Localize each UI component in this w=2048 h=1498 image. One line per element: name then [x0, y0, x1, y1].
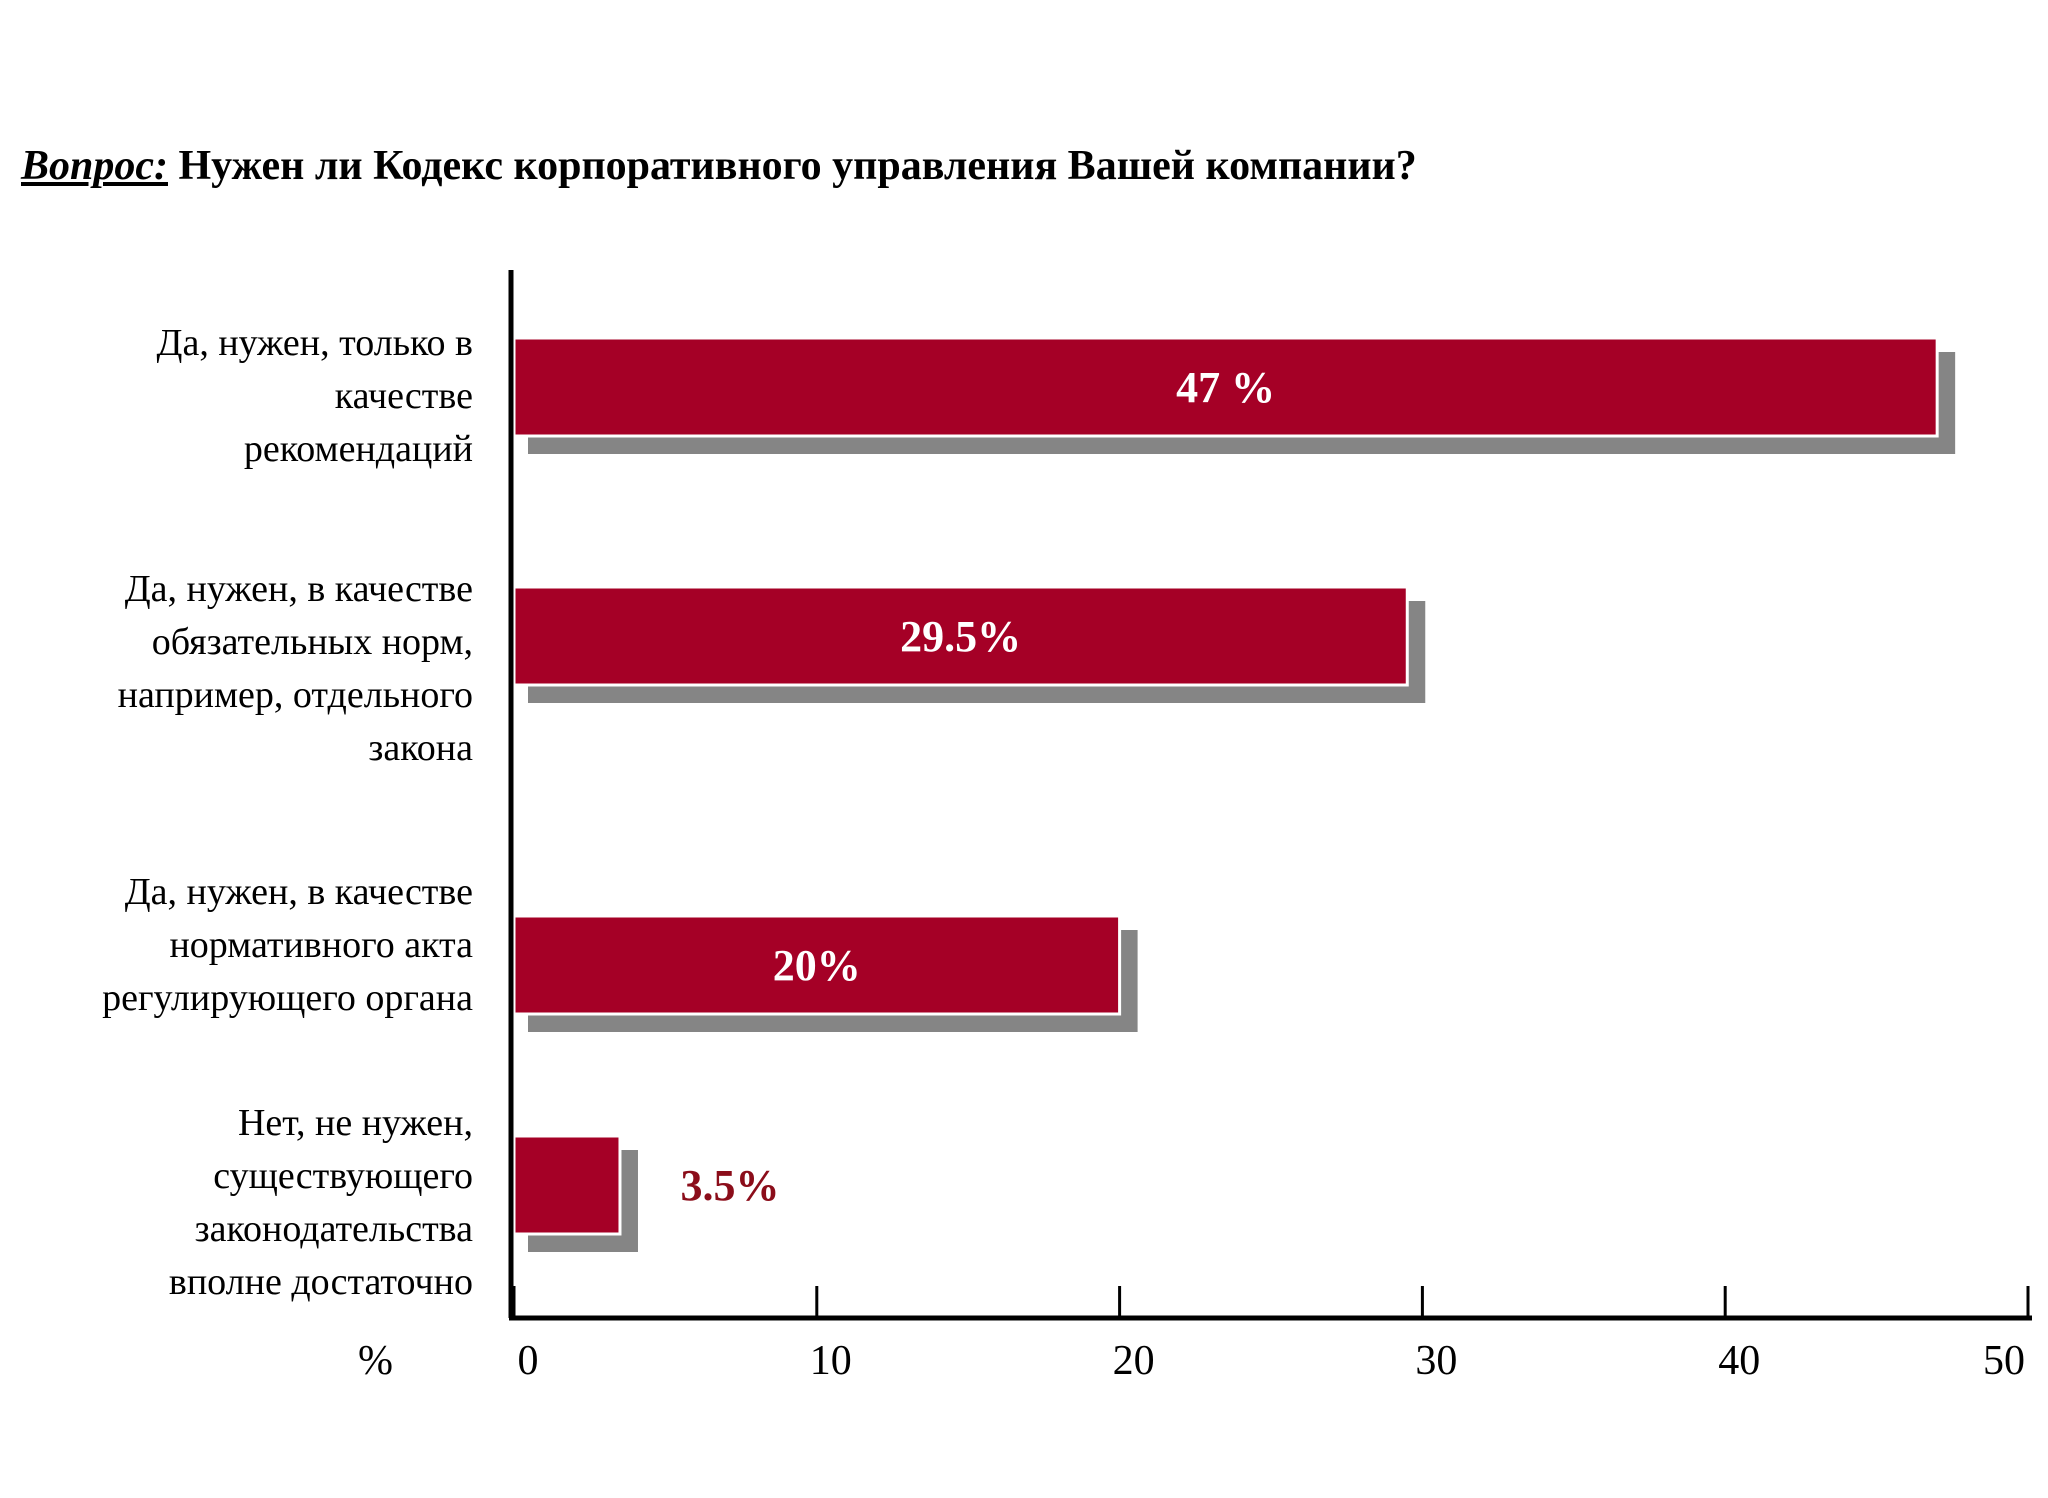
- bar: [512, 1134, 622, 1236]
- bar: [512, 336, 1939, 438]
- x-tick-label: 40: [1718, 1338, 1761, 1384]
- value-labels: 47 % 29.5% 20% 3.5%: [680, 363, 1275, 1210]
- chart-title: Вопрос: Нужен ли Кодекс корпоративного у…: [21, 142, 1417, 190]
- question-text: Нужен ли Кодекс корпоративного управлени…: [168, 143, 1417, 189]
- category-label: Да, нужен, в качестве нормативного акта ре…: [0, 866, 473, 1025]
- x-tick-label: 10: [809, 1338, 852, 1384]
- category-label-line: рекомендаций: [243, 428, 473, 470]
- bar-shadows: [528, 352, 1956, 1252]
- category-label: Да, нужен, в качестве обязательных норм, н…: [0, 563, 473, 775]
- bar-value-label: 20%: [773, 941, 861, 990]
- bar: [512, 914, 1122, 1016]
- x-tick-label: 30: [1415, 1338, 1458, 1384]
- x-tick-label: 50: [1983, 1338, 2025, 1384]
- category-label-line: вполне достаточно: [168, 1261, 473, 1303]
- category-label-line: обязательных норм,: [151, 621, 473, 663]
- category-label-line: существующего: [213, 1155, 473, 1197]
- category-label-line: регулирующего органа: [102, 977, 473, 1019]
- bars: [512, 336, 1939, 1236]
- question-prefix: Вопрос:: [21, 143, 168, 189]
- bar-value-label: 29.5%: [900, 612, 1021, 661]
- bar-value-label: 47 %: [1176, 363, 1275, 412]
- x-tick-label: 0: [517, 1338, 539, 1384]
- x-tick-label: 20: [1112, 1338, 1155, 1384]
- category-label-line: закона: [368, 727, 473, 769]
- bar: [512, 585, 1409, 687]
- category-label-line: нормативного акта: [169, 924, 473, 966]
- axes: [508, 270, 2032, 1321]
- category-label-line: законодательства: [194, 1208, 473, 1250]
- category-label-line: Нет, не нужен,: [237, 1102, 473, 1144]
- category-label-line: Да, нужен, только в: [156, 322, 473, 364]
- category-label-line: Да, нужен, в качестве: [124, 871, 473, 913]
- category-label-line: качестве: [334, 375, 473, 417]
- category-label-line: например, отдельного: [117, 674, 473, 716]
- bar-value-label: 3.5%: [680, 1161, 779, 1210]
- x-axis-unit-label: %: [358, 1338, 393, 1384]
- category-label: Да, нужен, только в качестве рекомендаций: [0, 317, 473, 476]
- category-label: Нет, не нужен, существующего законодательс…: [0, 1097, 473, 1309]
- category-label-line: Да, нужен, в качестве: [124, 568, 473, 610]
